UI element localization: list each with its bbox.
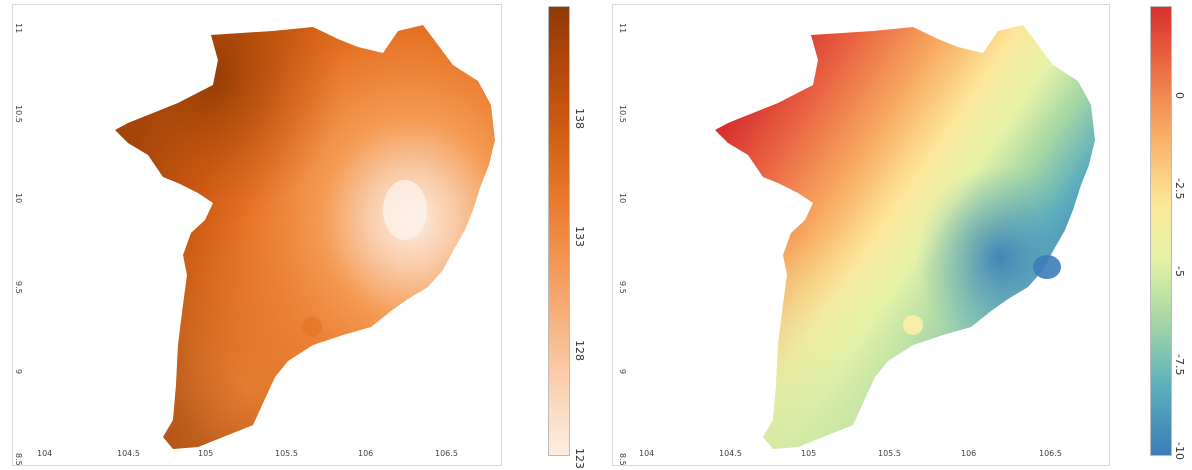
- x-tick: 106: [358, 449, 374, 458]
- colorbar-tick: -2.5: [1173, 178, 1186, 200]
- province-map-left: [115, 25, 495, 449]
- y-tick: 10.5: [14, 105, 23, 123]
- x-tick: 106: [961, 449, 977, 458]
- colorbar-tick: 133: [573, 226, 586, 247]
- y-tick: 9: [14, 369, 23, 375]
- colorbar-tick: -5: [1173, 266, 1186, 277]
- x-tick: 105: [198, 449, 214, 458]
- map-panel-left: 104 104.5 105 105.5 106 106.5 11 10.5 10…: [12, 4, 586, 469]
- colorbar-tick: -10: [1173, 442, 1186, 460]
- x-tick: 104.5: [719, 449, 742, 458]
- colorbar-tick: 128: [573, 340, 586, 361]
- x-tick: 105.5: [878, 449, 901, 458]
- x-tick: 106.5: [1039, 449, 1062, 458]
- x-tick: 105: [801, 449, 817, 458]
- y-tick: 11: [14, 23, 23, 34]
- map-panel-right: 104 104.5 105 105.5 106 106.5 11 10.5 10…: [602, 0, 1192, 470]
- colorbar-right: [1150, 6, 1172, 456]
- y-tick: 9.5: [618, 281, 627, 294]
- y-tick: 8.5: [14, 453, 23, 466]
- x-tick: 106.5: [435, 449, 458, 458]
- map-frame-right: 104 104.5 105 105.5 106 106.5 11 10.5 10…: [612, 4, 1110, 466]
- colorbar-tick: -7.5: [1173, 354, 1186, 376]
- y-tick: 10: [618, 193, 627, 204]
- y-tick: 10.5: [618, 105, 627, 123]
- x-tick: 105.5: [275, 449, 298, 458]
- colorbar-tick: 138: [573, 108, 586, 129]
- y-tick: 9.5: [14, 281, 23, 294]
- colorbar-left: [548, 6, 570, 456]
- y-tick: 9: [618, 369, 627, 375]
- y-tick: 8.5: [618, 453, 627, 466]
- x-tick: 104.5: [117, 449, 140, 458]
- x-tick: 104: [37, 449, 53, 458]
- province-map-right: [715, 25, 1095, 449]
- x-tick: 104: [639, 449, 655, 458]
- colorbar-tick: 0: [1173, 92, 1186, 99]
- colorbar-tick: 123: [573, 448, 586, 469]
- map-frame-left: 104 104.5 105 105.5 106 106.5 11 10.5 10…: [12, 4, 502, 466]
- y-tick: 11: [618, 23, 627, 34]
- y-tick: 10: [14, 193, 23, 204]
